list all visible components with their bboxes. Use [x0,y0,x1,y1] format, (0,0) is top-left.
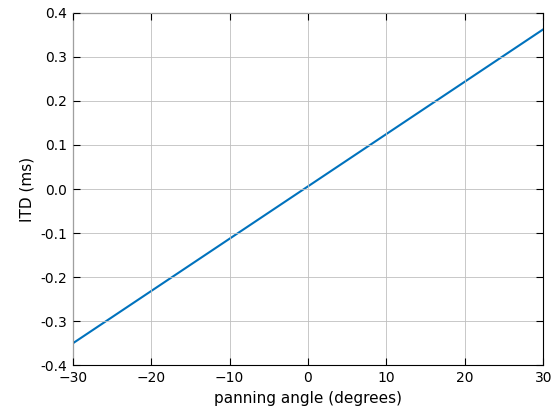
Y-axis label: ITD (ms): ITD (ms) [20,156,35,222]
X-axis label: panning angle (degrees): panning angle (degrees) [214,391,402,406]
